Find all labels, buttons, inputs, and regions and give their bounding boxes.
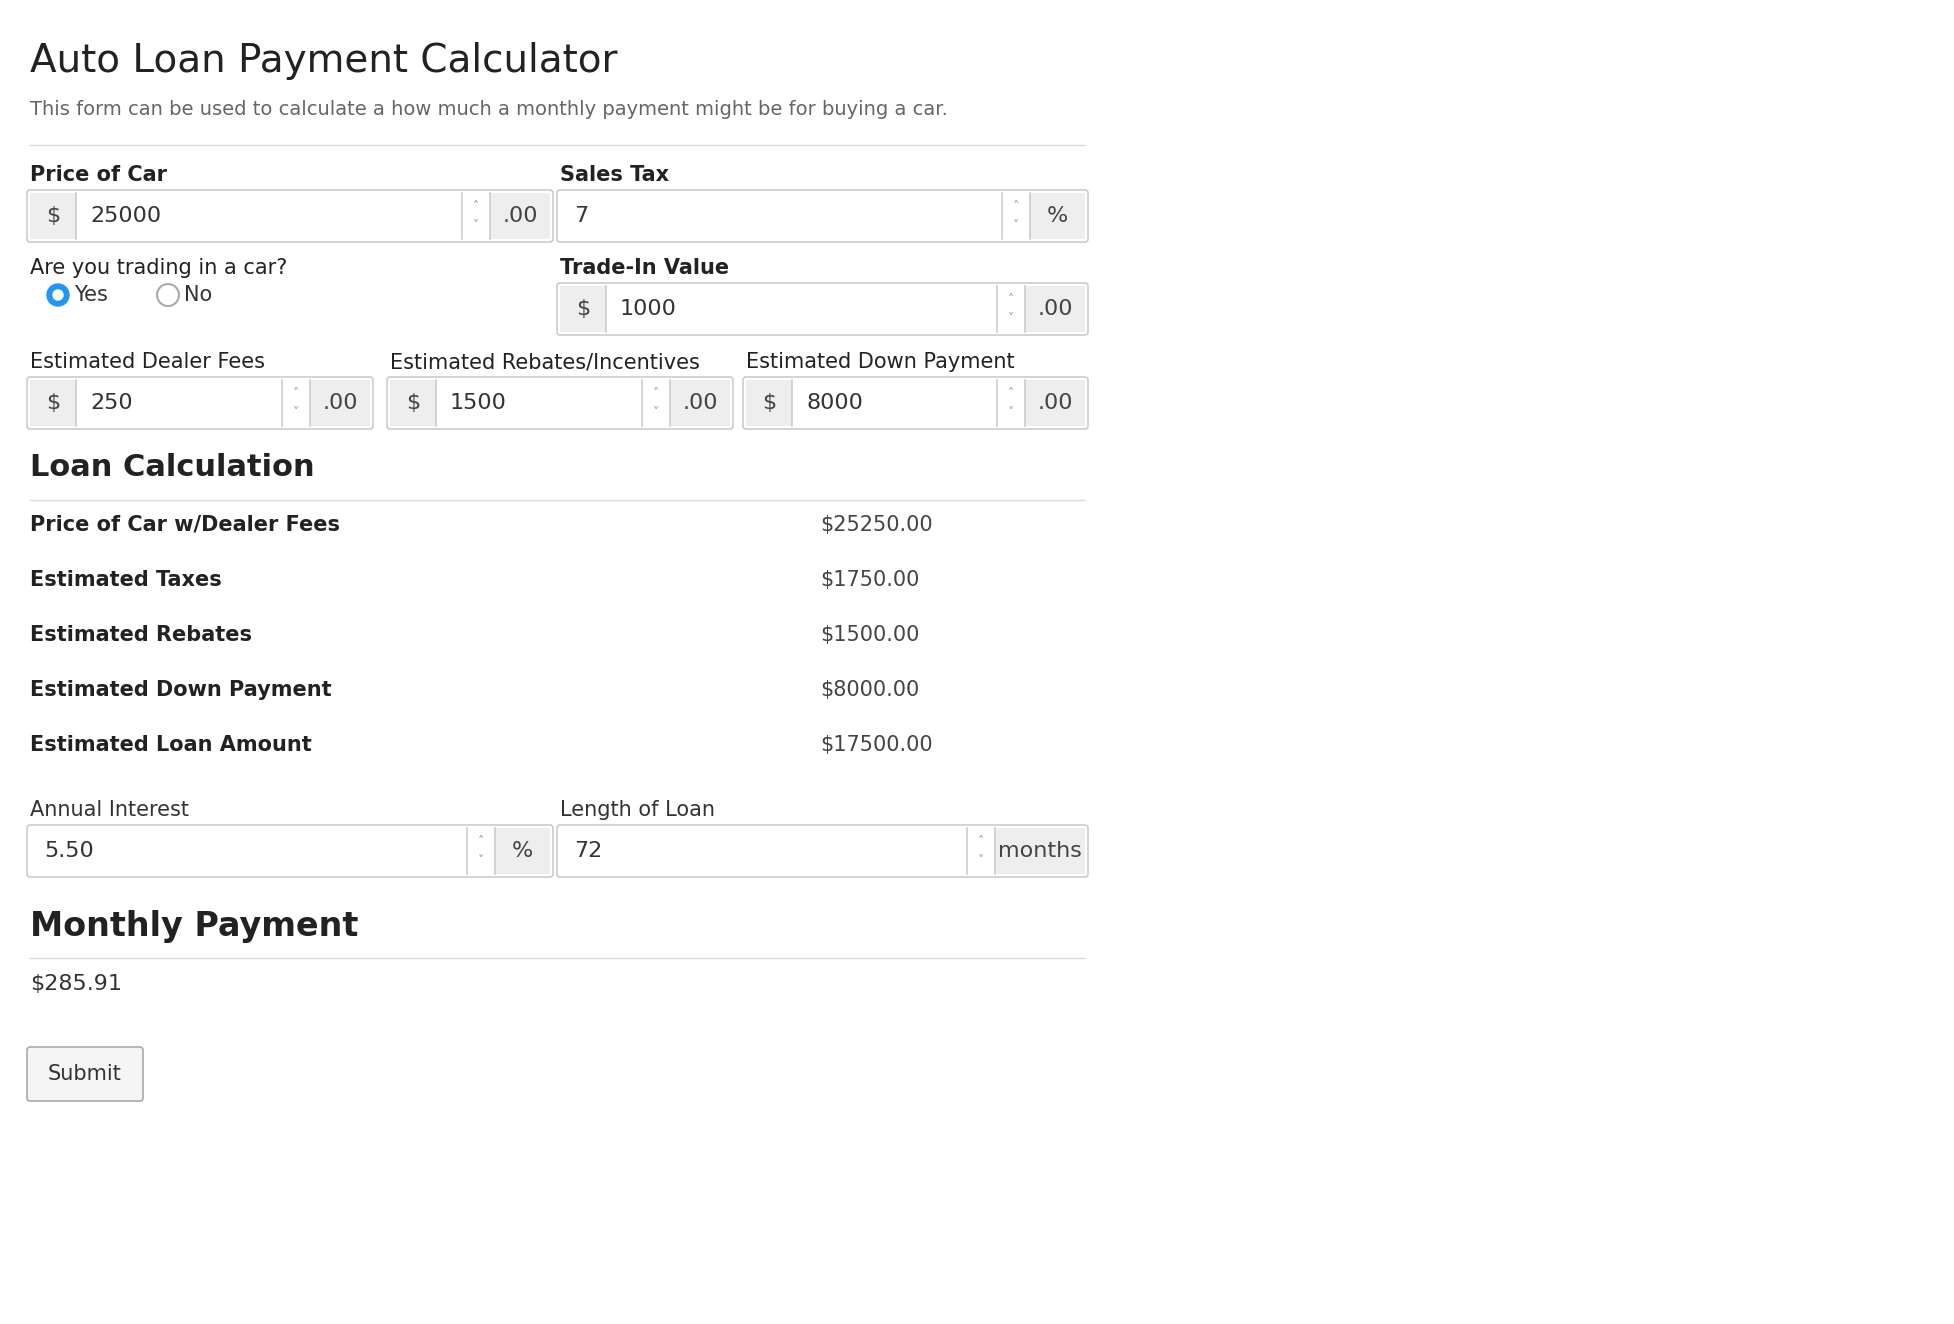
Polygon shape <box>494 828 549 874</box>
Text: $1500.00: $1500.00 <box>821 625 920 645</box>
Polygon shape <box>1026 286 1084 332</box>
Text: ˅: ˅ <box>977 854 985 867</box>
Text: ˄: ˄ <box>653 388 658 400</box>
Text: Monthly Payment: Monthly Payment <box>29 910 358 943</box>
Text: Sales Tax: Sales Tax <box>561 166 668 185</box>
Text: ˄: ˄ <box>1008 294 1014 306</box>
Text: $: $ <box>406 393 420 413</box>
Text: Yes: Yes <box>74 285 107 305</box>
Text: $: $ <box>45 393 61 413</box>
FancyBboxPatch shape <box>743 377 1088 429</box>
Polygon shape <box>490 193 549 240</box>
FancyBboxPatch shape <box>387 377 733 429</box>
Text: $: $ <box>762 393 776 413</box>
Text: $1750.00: $1750.00 <box>821 571 920 591</box>
Text: $17500.00: $17500.00 <box>821 735 932 755</box>
Text: $8000.00: $8000.00 <box>821 681 918 700</box>
FancyBboxPatch shape <box>27 825 553 876</box>
Text: Annual Interest: Annual Interest <box>29 800 190 820</box>
Polygon shape <box>311 380 369 426</box>
Text: ˅: ˅ <box>1008 311 1014 324</box>
Text: 8000: 8000 <box>805 393 864 413</box>
Text: Estimated Taxes: Estimated Taxes <box>29 571 221 591</box>
Text: ˅: ˅ <box>653 405 658 418</box>
Polygon shape <box>391 380 436 426</box>
Polygon shape <box>670 380 731 426</box>
Text: .00: .00 <box>502 207 537 226</box>
Text: ˄: ˄ <box>977 835 985 849</box>
Text: ˄: ˄ <box>1012 200 1020 213</box>
Text: This form can be used to calculate a how much a monthly payment might be for buy: This form can be used to calculate a how… <box>29 101 948 119</box>
Text: 72: 72 <box>574 841 602 861</box>
Text: $: $ <box>45 207 61 226</box>
Polygon shape <box>1030 193 1084 240</box>
Text: Estimated Dealer Fees: Estimated Dealer Fees <box>29 352 266 372</box>
Text: 5.50: 5.50 <box>45 841 94 861</box>
Text: Estimated Rebates: Estimated Rebates <box>29 625 252 645</box>
Text: Length of Loan: Length of Loan <box>561 800 715 820</box>
Text: 25000: 25000 <box>90 207 160 226</box>
FancyBboxPatch shape <box>557 283 1088 335</box>
Text: 1000: 1000 <box>619 299 676 319</box>
Text: ˅: ˅ <box>473 218 479 232</box>
Text: .00: .00 <box>322 393 358 413</box>
Text: %: % <box>512 841 533 861</box>
Text: Price of Car w/Dealer Fees: Price of Car w/Dealer Fees <box>29 515 340 535</box>
Text: ˅: ˅ <box>479 854 485 867</box>
Text: .00: .00 <box>682 393 717 413</box>
Text: Are you trading in a car?: Are you trading in a car? <box>29 258 287 278</box>
Text: 7: 7 <box>574 207 588 226</box>
Text: $285.91: $285.91 <box>29 974 121 994</box>
Circle shape <box>53 290 63 301</box>
Polygon shape <box>29 380 76 426</box>
Circle shape <box>47 285 68 306</box>
Text: Loan Calculation: Loan Calculation <box>29 453 315 482</box>
Text: ˄: ˄ <box>1008 388 1014 400</box>
Text: No: No <box>184 285 213 305</box>
Text: months: months <box>998 841 1083 861</box>
Text: Trade-In Value: Trade-In Value <box>561 258 729 278</box>
Text: Price of Car: Price of Car <box>29 166 166 185</box>
Text: ˄: ˄ <box>479 835 485 849</box>
Text: ˅: ˅ <box>293 405 299 418</box>
Text: Estimated Down Payment: Estimated Down Payment <box>746 352 1014 372</box>
FancyBboxPatch shape <box>27 377 373 429</box>
FancyBboxPatch shape <box>557 191 1088 242</box>
Text: Estimated Loan Amount: Estimated Loan Amount <box>29 735 313 755</box>
Text: $: $ <box>576 299 590 319</box>
FancyBboxPatch shape <box>557 825 1088 876</box>
Text: Submit: Submit <box>49 1064 121 1084</box>
Polygon shape <box>561 286 606 332</box>
Text: ˅: ˅ <box>1008 405 1014 418</box>
Text: Estimated Rebates/Incentives: Estimated Rebates/Incentives <box>391 352 700 372</box>
FancyBboxPatch shape <box>27 191 553 242</box>
Circle shape <box>156 285 180 306</box>
Text: .00: .00 <box>1038 299 1073 319</box>
Text: 1500: 1500 <box>449 393 506 413</box>
FancyBboxPatch shape <box>27 1047 143 1102</box>
Text: %: % <box>1047 207 1069 226</box>
Text: 250: 250 <box>90 393 133 413</box>
Text: Estimated Down Payment: Estimated Down Payment <box>29 681 332 700</box>
Text: ˄: ˄ <box>293 388 299 400</box>
Polygon shape <box>29 193 76 240</box>
Text: ˄: ˄ <box>473 200 479 213</box>
Polygon shape <box>1026 380 1084 426</box>
Polygon shape <box>746 380 791 426</box>
Text: $25250.00: $25250.00 <box>821 515 932 535</box>
Text: Auto Loan Payment Calculator: Auto Loan Payment Calculator <box>29 42 617 79</box>
Polygon shape <box>995 828 1084 874</box>
Text: .00: .00 <box>1038 393 1073 413</box>
Text: ˅: ˅ <box>1012 218 1020 232</box>
